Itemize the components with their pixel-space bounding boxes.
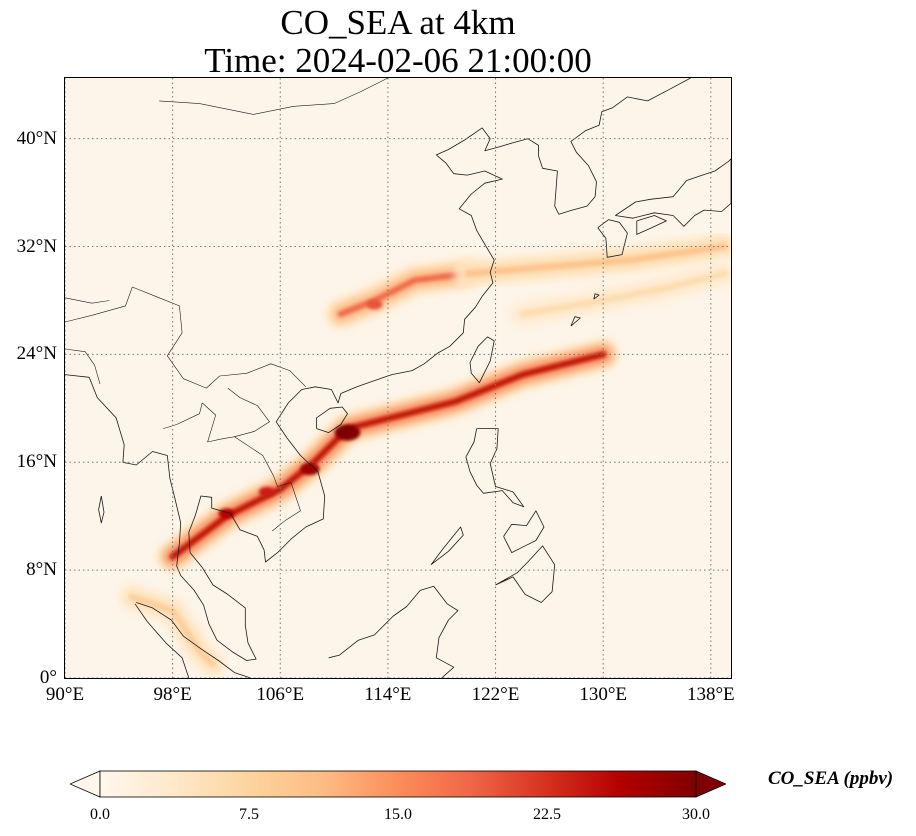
- lon-label: 106°E: [256, 684, 305, 705]
- coastline: [593, 293, 600, 300]
- lon-label: 90°E: [45, 684, 85, 705]
- coastline: [430, 526, 464, 566]
- colorbar-extend-max: [695, 770, 726, 798]
- colorbar-extend-min: [70, 770, 101, 798]
- country-border: [163, 402, 203, 429]
- colorbar-tick-label: 30.0: [682, 806, 710, 823]
- lat-label: 0°: [39, 667, 57, 688]
- country-border: [159, 78, 389, 115]
- co-hotspot: [258, 486, 275, 497]
- coastline: [65, 78, 691, 661]
- lon-label: 98°E: [153, 684, 192, 705]
- coastline: [469, 336, 495, 384]
- coastline: [597, 219, 628, 258]
- map-subtitle-time: Time: 2024-02-06 21:00:00: [204, 41, 592, 80]
- country-border: [65, 348, 101, 385]
- coastline: [495, 545, 556, 603]
- south-china-inland-plume: [325, 258, 484, 329]
- gridlines: [65, 78, 731, 678]
- co-hotspot: [300, 463, 320, 476]
- coastline: [328, 585, 459, 678]
- country-border: [65, 297, 110, 304]
- lon-label: 114°E: [364, 684, 412, 705]
- co-hotspot: [366, 299, 383, 310]
- lat-label: 32°N: [16, 235, 57, 257]
- co-hotspot: [334, 424, 361, 441]
- east-china-sea-plume: [453, 231, 731, 289]
- coastline: [465, 428, 525, 508]
- country-border: [65, 286, 133, 323]
- coastline: [134, 603, 190, 678]
- lat-label: 8°N: [26, 559, 57, 581]
- country-border: [201, 402, 301, 532]
- coastline: [98, 495, 105, 524]
- colorbar-gradient: [99, 770, 697, 798]
- country-border: [227, 387, 270, 437]
- coastline: [615, 158, 731, 227]
- co-concentration-layer: [117, 218, 731, 678]
- coastline: [316, 406, 348, 434]
- coastline: [136, 602, 251, 678]
- lon-label: 138°E: [686, 684, 735, 705]
- map-panel: [64, 77, 732, 679]
- coastline: [570, 316, 581, 327]
- sumatra-plume: [117, 582, 228, 678]
- map-title: CO_SEA at 4km: [280, 3, 516, 42]
- lat-label: 24°N: [16, 343, 57, 365]
- colorbar-tick-label: 0.0: [90, 806, 110, 823]
- western-pacific-plume: [507, 258, 731, 329]
- coastline: [503, 510, 545, 554]
- lon-label: 130°E: [579, 684, 628, 705]
- colorbar-tick-label: 7.5: [239, 806, 259, 823]
- map-canvas: [65, 78, 731, 678]
- colorbar: [70, 770, 726, 798]
- colorbar-label: CO_SEA (ppbv): [768, 768, 894, 789]
- coastline: [636, 215, 667, 235]
- country-border: [132, 286, 307, 389]
- lon-label: 122°E: [471, 684, 520, 705]
- coastlines: [65, 78, 731, 678]
- colorbar-tick-label: 22.5: [533, 806, 561, 823]
- colorbar-tick-label: 15.0: [384, 806, 412, 823]
- lat-label: 16°N: [16, 451, 57, 473]
- lat-label: 40°N: [16, 127, 57, 149]
- co-hotspot: [218, 508, 235, 519]
